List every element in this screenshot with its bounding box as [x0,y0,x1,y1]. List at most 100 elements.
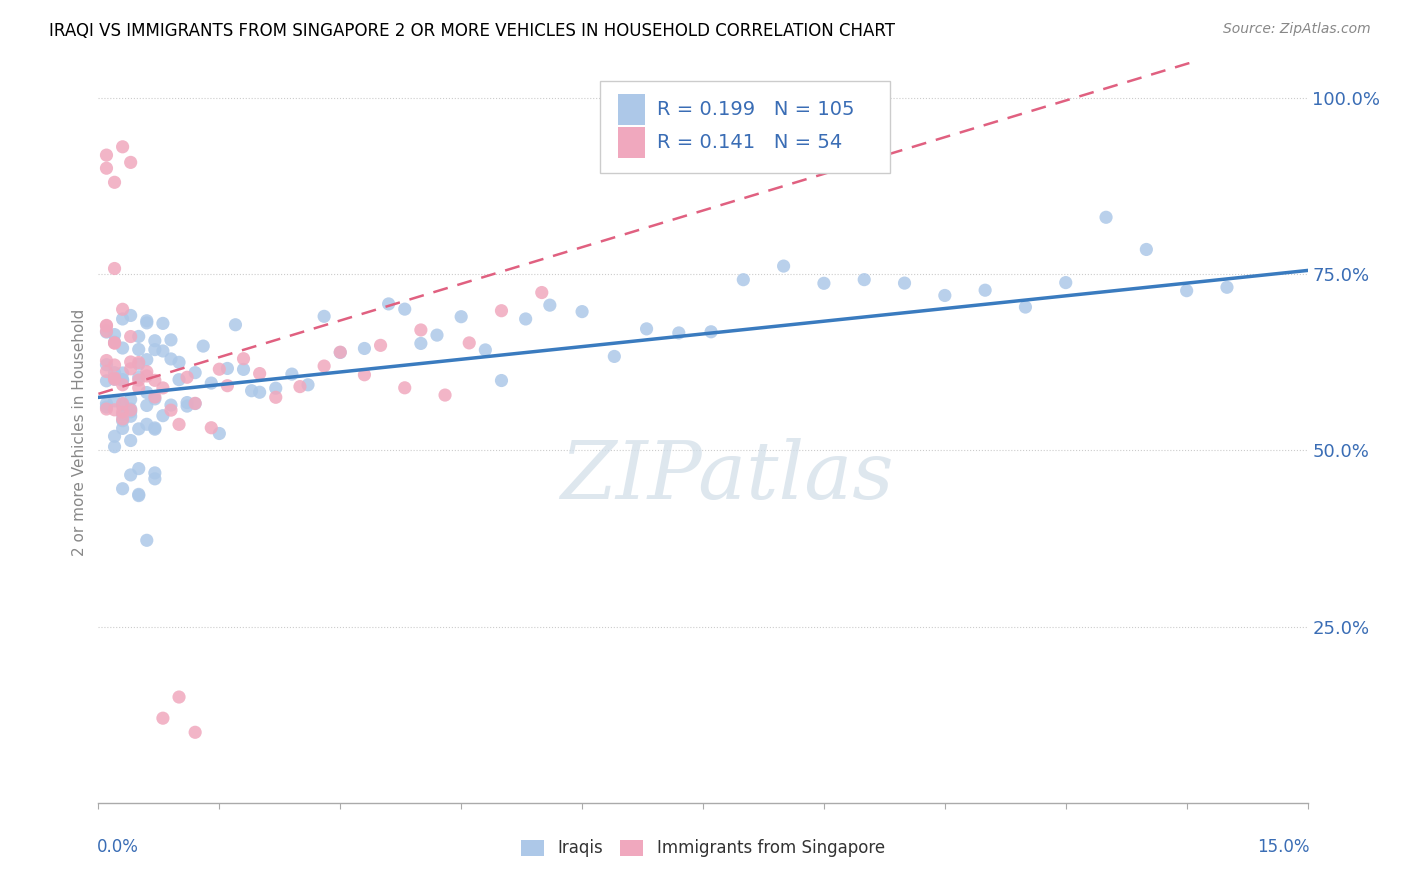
Point [167,417,190,432]
Point [103,336,125,351]
Point [668,326,690,340]
Point [103,371,125,385]
Point [1175,284,1198,298]
Point [103,327,125,342]
Point [111,373,134,387]
Point [111,140,134,154]
Point [143,472,166,486]
Point [249,385,271,400]
Point [135,385,157,400]
Point [176,399,198,413]
Point [160,398,183,412]
Point [1216,280,1239,294]
Point [603,350,626,364]
Point [128,357,150,371]
Point [96,400,118,414]
Point [1054,276,1077,290]
Point [120,361,142,376]
Point [143,343,166,357]
Point [1135,243,1157,257]
Point [128,343,150,357]
Point [111,414,134,428]
Point [120,467,142,482]
Point [200,376,222,390]
Point [103,366,125,380]
Point [538,298,561,312]
Point [120,329,142,343]
Point [200,421,222,435]
Point [103,429,125,443]
Point [128,461,150,475]
Point [733,273,755,287]
Point [128,329,150,343]
Point [208,362,231,376]
Point [120,409,142,424]
Point [128,355,150,369]
Point [111,377,134,392]
Point [103,402,125,417]
Point [143,466,166,480]
Text: Source: ZipAtlas.com: Source: ZipAtlas.com [1223,22,1371,37]
Point [120,434,142,448]
Point [571,304,593,318]
Point [224,318,246,332]
Point [160,351,183,366]
FancyBboxPatch shape [619,94,645,125]
Point [111,366,134,380]
Text: IRAQI VS IMMIGRANTS FROM SINGAPORE 2 OR MORE VEHICLES IN HOUSEHOLD CORRELATION C: IRAQI VS IMMIGRANTS FROM SINGAPORE 2 OR … [49,22,896,40]
Legend: Iraqis, Immigrants from Singapore: Iraqis, Immigrants from Singapore [522,839,884,857]
Point [217,378,239,392]
Point [491,374,513,388]
Point [96,396,118,410]
Point [111,405,134,419]
Point [314,359,336,373]
Point [143,421,166,435]
Point [143,392,166,406]
Point [135,314,157,328]
Point [96,374,118,388]
Point [143,422,166,436]
Point [128,487,150,501]
Point [458,335,481,350]
Point [281,367,304,381]
Point [143,390,166,404]
Point [120,392,142,407]
Point [167,373,190,387]
Point [96,353,118,368]
Point [111,396,134,410]
Point [103,261,125,276]
Point [103,372,125,386]
Point [96,358,118,372]
Point [377,297,399,311]
Point [474,343,496,357]
Point [96,325,118,339]
Point [152,343,174,358]
Point [96,318,118,333]
Point [893,276,915,290]
Point [409,323,432,337]
Point [426,328,449,343]
Point [120,309,142,323]
Point [853,273,876,287]
Point [152,409,174,423]
Point [120,155,142,169]
Point [515,312,537,326]
Point [249,367,271,381]
Point [434,388,457,402]
Point [111,397,134,411]
Point [120,402,142,417]
Point [636,322,658,336]
Point [96,161,118,176]
Point [240,384,263,398]
Point [152,317,174,331]
Point [974,283,997,297]
Point [111,412,134,426]
Point [143,334,166,348]
Point [135,365,157,379]
Point [96,364,118,378]
Point [208,426,231,441]
Point [264,381,287,395]
Point [353,368,375,382]
Point [264,390,287,404]
Text: 15.0%: 15.0% [1257,838,1310,856]
